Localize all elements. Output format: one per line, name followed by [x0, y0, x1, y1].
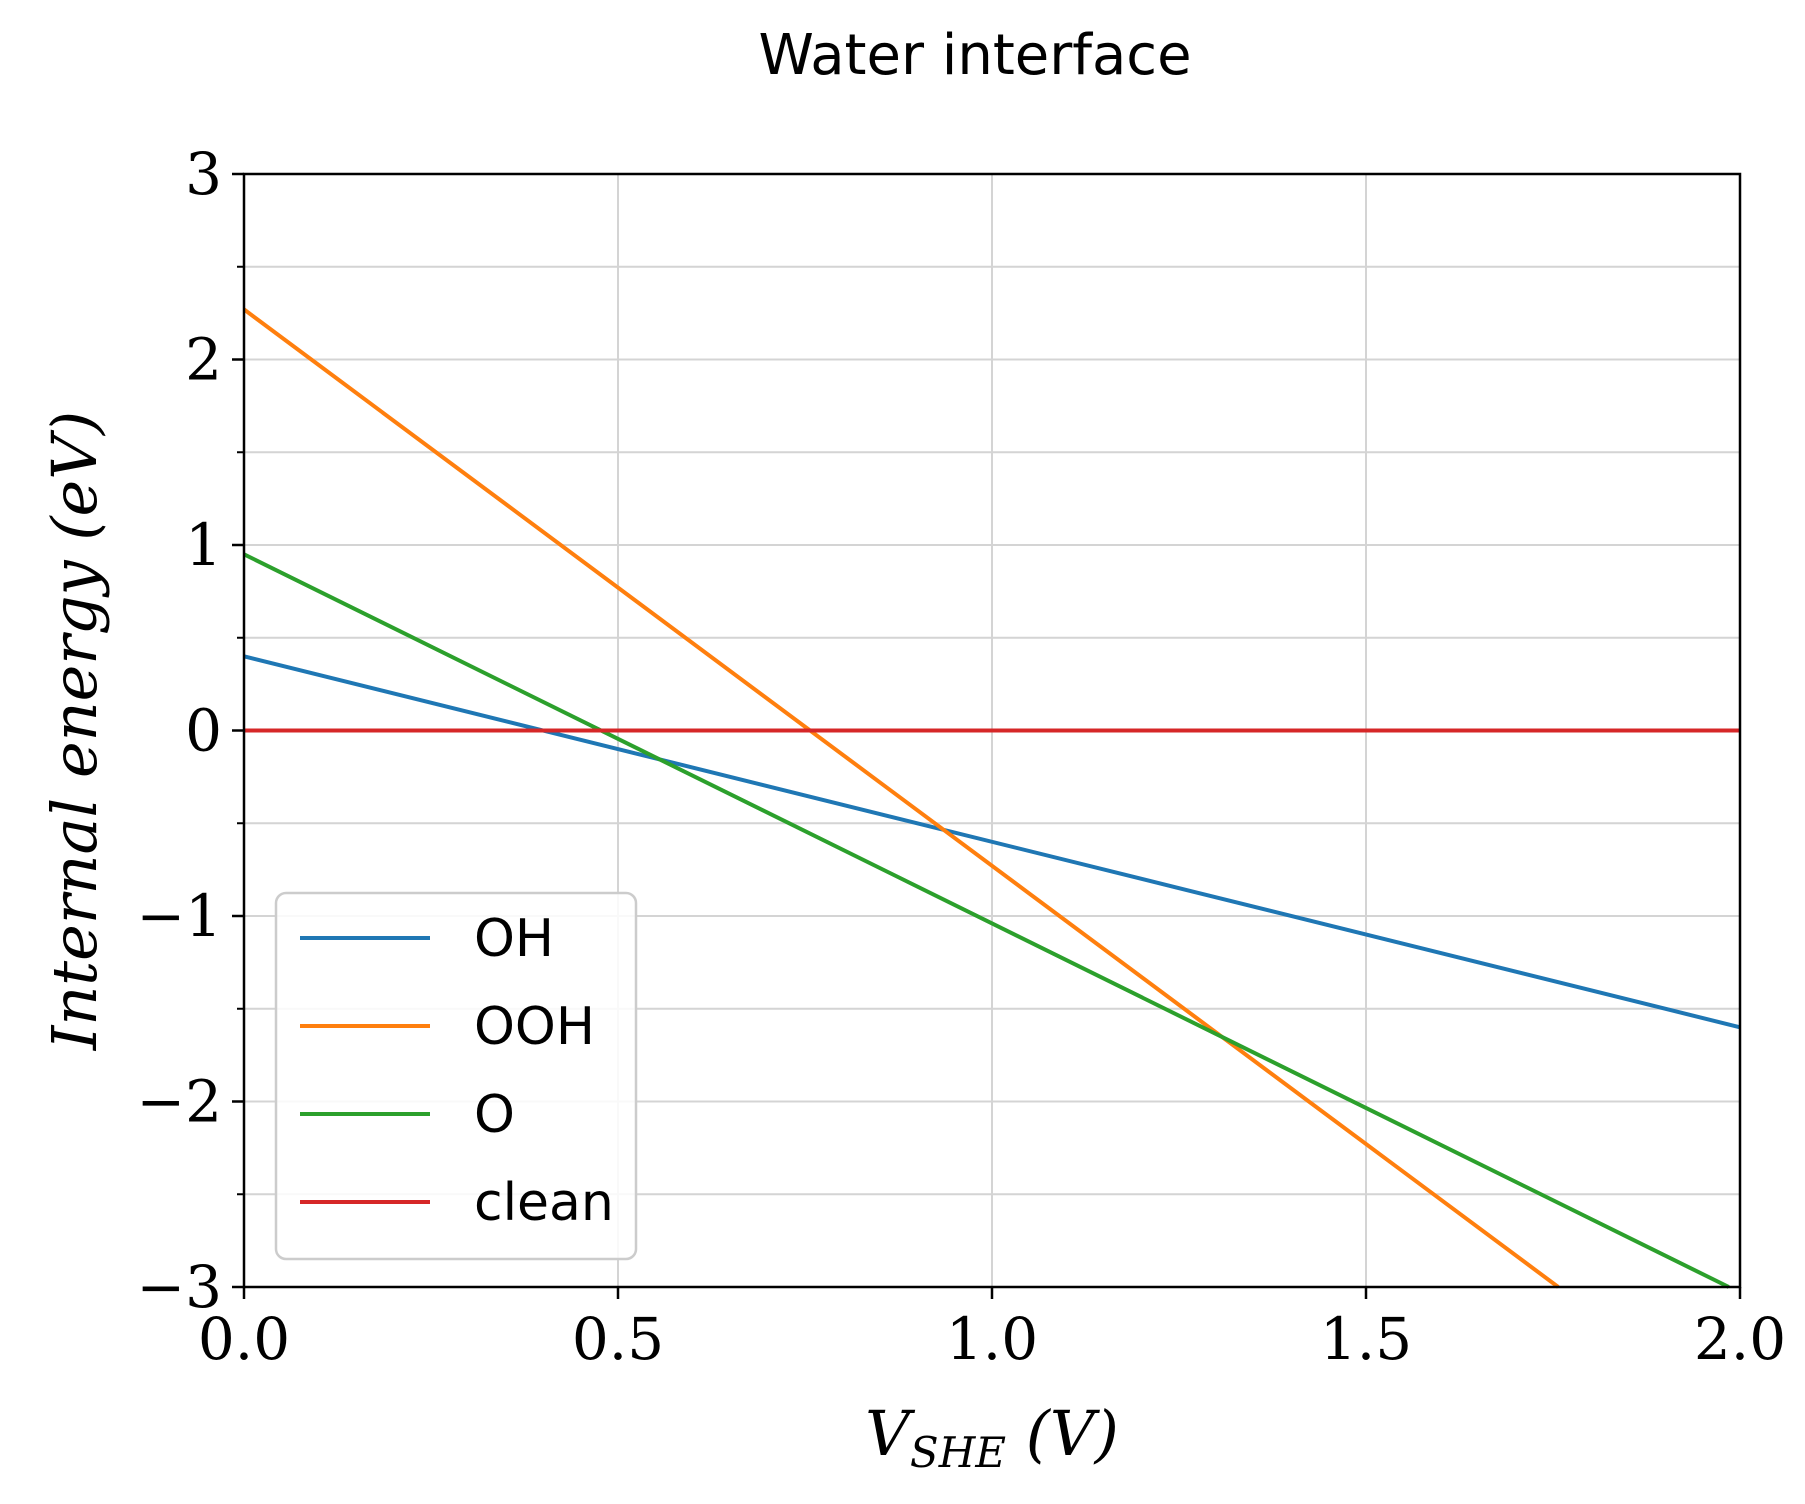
x-tick-label: 2.0 [1694, 1305, 1786, 1373]
y-axis-label: Internal energy (eV) [38, 411, 111, 1051]
y-tick-label: 0 [185, 697, 222, 765]
y-tick-label: 3 [185, 140, 222, 208]
x-tick-label: 0.5 [572, 1305, 664, 1373]
y-tick-label: −1 [137, 882, 223, 950]
chart-title: Water interface [758, 23, 1191, 88]
y-axis-label-text: Internal energy (eV) [38, 411, 111, 1051]
x-axis-label-text: VSHE (V) [865, 1397, 1119, 1477]
x-axis-label: VSHE (V) [865, 1397, 1119, 1477]
legend-label-OOH: OOH [474, 997, 595, 1057]
x-tick-label: 0.0 [198, 1305, 290, 1373]
y-tick-label: −3 [137, 1253, 223, 1321]
y-tick-label: 2 [185, 326, 222, 394]
series-line-O [243, 552, 1730, 1289]
y-tick-label: −2 [137, 1068, 223, 1136]
series-line-OH [243, 654, 1741, 1030]
x-tick-label: 1.5 [1320, 1305, 1412, 1373]
legend-box [274, 891, 638, 1261]
legend-label-O: O [474, 1085, 515, 1145]
series-lines [242, 307, 1741, 1289]
legend-label-clean: clean [474, 1173, 614, 1233]
y-tick-label: 1 [185, 511, 222, 579]
x-tick-label: 1.0 [946, 1305, 1038, 1373]
axis-ticks: 0.0 0.5 1.0 1.5 2.0 −3 −2 −1 0 1 2 3 [137, 140, 1787, 1373]
legend-label-OH: OH [474, 909, 554, 969]
series-line-OOH [242, 307, 1560, 1289]
